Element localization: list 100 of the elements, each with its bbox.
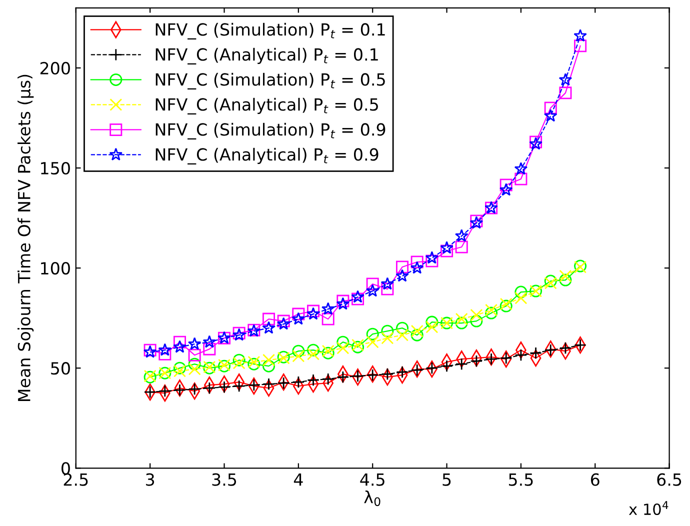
point [366, 336, 379, 348]
point [455, 358, 468, 370]
x-tick-label: 3.5 [212, 473, 236, 486]
point [173, 384, 186, 396]
point [336, 370, 350, 384]
point [173, 340, 186, 353]
x-tick-label: 3 [146, 473, 154, 486]
point [396, 260, 409, 274]
point [381, 332, 394, 344]
point [470, 354, 483, 368]
legend-label: NFV_C (Simulation) P$_{t}$ = 0.5 [156, 72, 385, 90]
point [292, 376, 305, 388]
point [188, 382, 201, 396]
point [559, 274, 572, 286]
y-tick-label: 100 [41, 262, 70, 275]
point [307, 304, 320, 318]
x-tick-label: 5 [442, 474, 451, 486]
point [276, 317, 290, 330]
point [454, 229, 468, 242]
point [574, 28, 587, 42]
point [426, 320, 438, 334]
point [514, 348, 528, 362]
point [455, 316, 468, 330]
point [499, 183, 513, 196]
point [559, 270, 572, 282]
x-tick-label: 5.5 [508, 474, 533, 486]
legend-label: NFV_C (Analytical) P$_{t}$ = 0.5 [156, 98, 378, 114]
point [262, 312, 276, 326]
point [322, 372, 334, 386]
point [544, 102, 557, 114]
point [440, 241, 454, 254]
point [232, 380, 246, 392]
x-tick-label: 4 [294, 474, 303, 486]
point [574, 40, 587, 52]
point [366, 328, 379, 340]
point [559, 342, 572, 354]
point [307, 348, 320, 360]
point [410, 261, 424, 274]
point [188, 348, 201, 362]
point [202, 335, 216, 348]
x-tick-label: 6.5 [657, 473, 682, 486]
point [500, 178, 512, 192]
point [514, 162, 528, 175]
point [574, 338, 587, 352]
point [336, 342, 350, 354]
point [544, 344, 557, 356]
point [321, 302, 335, 315]
point [514, 172, 528, 186]
point [307, 374, 320, 386]
point [381, 282, 394, 296]
point [366, 284, 380, 297]
point [144, 386, 156, 398]
x-tick-label: 2.5 [64, 473, 88, 486]
x-tick-label: 6 [590, 473, 600, 486]
y-tick-label: 150 [41, 162, 70, 175]
point [232, 354, 246, 366]
point [248, 378, 260, 392]
point [396, 328, 409, 342]
point [203, 382, 216, 394]
point [396, 322, 409, 334]
point [426, 362, 438, 374]
y-tick-label: 50 [51, 362, 70, 375]
point [262, 354, 276, 366]
point [292, 344, 305, 358]
point [188, 337, 202, 350]
point [218, 380, 230, 394]
legend-label: NFV_C (Analytical) P$_{t}$ = 0.1 [156, 48, 378, 64]
point [158, 343, 172, 356]
x-tick-label: 4.5 [360, 474, 384, 486]
point [485, 304, 498, 316]
point [410, 324, 424, 338]
point [158, 384, 172, 398]
point [352, 370, 364, 382]
point [544, 109, 558, 122]
point [366, 278, 379, 290]
point [336, 336, 350, 348]
point [188, 362, 201, 376]
point [322, 312, 334, 326]
point [558, 72, 572, 86]
point [292, 308, 305, 320]
point [514, 292, 528, 304]
point [307, 344, 320, 356]
point [425, 251, 439, 264]
point [470, 314, 483, 328]
point [410, 328, 424, 342]
point [559, 86, 572, 100]
point [277, 314, 290, 328]
point [426, 254, 438, 268]
point [470, 308, 483, 322]
point [277, 376, 290, 390]
point [440, 244, 454, 258]
point [188, 358, 201, 370]
point [262, 378, 276, 390]
point [514, 286, 528, 298]
point [410, 364, 424, 376]
y-tick-label: 200 [40, 62, 70, 74]
point [336, 294, 350, 308]
point [485, 306, 498, 320]
point [232, 356, 246, 370]
point [336, 297, 350, 310]
